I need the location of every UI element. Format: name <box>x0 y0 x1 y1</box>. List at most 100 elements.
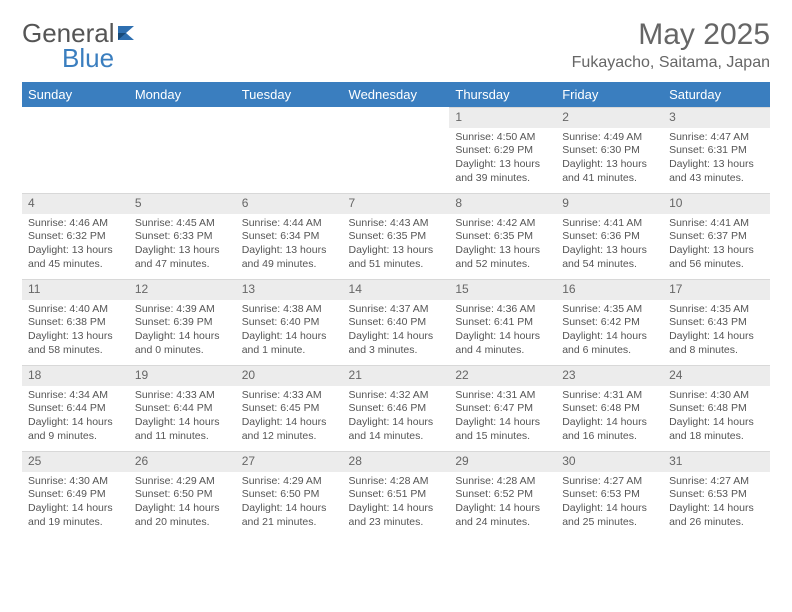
calendar-day: 26Sunrise: 4:29 AMSunset: 6:50 PMDayligh… <box>129 451 236 537</box>
sunset-line: Sunset: 6:48 PM <box>562 402 657 416</box>
day-number: 30 <box>556 451 663 472</box>
day-body: Sunrise: 4:41 AMSunset: 6:37 PMDaylight:… <box>663 214 770 276</box>
calendar-day: 3Sunrise: 4:47 AMSunset: 6:31 PMDaylight… <box>663 107 770 193</box>
sunrise-line: Sunrise: 4:30 AM <box>669 389 764 403</box>
calendar-table: SundayMondayTuesdayWednesdayThursdayFrid… <box>22 82 770 537</box>
day-number: 19 <box>129 365 236 386</box>
daylight-line: Daylight: 14 hours and 24 minutes. <box>455 502 550 529</box>
daylight-line: Daylight: 13 hours and 39 minutes. <box>455 158 550 185</box>
day-number: 5 <box>129 193 236 214</box>
calendar-day: 8Sunrise: 4:42 AMSunset: 6:35 PMDaylight… <box>449 193 556 279</box>
day-number: 3 <box>663 107 770 128</box>
calendar-day: 24Sunrise: 4:30 AMSunset: 6:48 PMDayligh… <box>663 365 770 451</box>
calendar-day: 30Sunrise: 4:27 AMSunset: 6:53 PMDayligh… <box>556 451 663 537</box>
daylight-line: Daylight: 14 hours and 21 minutes. <box>242 502 337 529</box>
day-number: 16 <box>556 279 663 300</box>
daylight-line: Daylight: 14 hours and 9 minutes. <box>28 416 123 443</box>
daylight-line: Daylight: 14 hours and 25 minutes. <box>562 502 657 529</box>
day-number: 10 <box>663 193 770 214</box>
day-body: Sunrise: 4:32 AMSunset: 6:46 PMDaylight:… <box>343 386 450 448</box>
day-number: 11 <box>22 279 129 300</box>
sunrise-line: Sunrise: 4:41 AM <box>669 217 764 231</box>
daylight-line: Daylight: 13 hours and 51 minutes. <box>349 244 444 271</box>
daylight-line: Daylight: 14 hours and 26 minutes. <box>669 502 764 529</box>
daylight-line: Daylight: 14 hours and 0 minutes. <box>135 330 230 357</box>
calendar-day: 6Sunrise: 4:44 AMSunset: 6:34 PMDaylight… <box>236 193 343 279</box>
daylight-line: Daylight: 13 hours and 49 minutes. <box>242 244 337 271</box>
day-number: 24 <box>663 365 770 386</box>
calendar-day: 9Sunrise: 4:41 AMSunset: 6:36 PMDaylight… <box>556 193 663 279</box>
day-body: Sunrise: 4:47 AMSunset: 6:31 PMDaylight:… <box>663 128 770 190</box>
sunset-line: Sunset: 6:46 PM <box>349 402 444 416</box>
calendar-day: 28Sunrise: 4:28 AMSunset: 6:51 PMDayligh… <box>343 451 450 537</box>
calendar-day: 15Sunrise: 4:36 AMSunset: 6:41 PMDayligh… <box>449 279 556 365</box>
day-number: 2 <box>556 107 663 128</box>
calendar-day: 4Sunrise: 4:46 AMSunset: 6:32 PMDaylight… <box>22 193 129 279</box>
sunrise-line: Sunrise: 4:49 AM <box>562 131 657 145</box>
sunrise-line: Sunrise: 4:50 AM <box>455 131 550 145</box>
calendar-day: 22Sunrise: 4:31 AMSunset: 6:47 PMDayligh… <box>449 365 556 451</box>
daylight-line: Daylight: 14 hours and 20 minutes. <box>135 502 230 529</box>
sunrise-line: Sunrise: 4:38 AM <box>242 303 337 317</box>
day-number: 6 <box>236 193 343 214</box>
calendar-week: 4Sunrise: 4:46 AMSunset: 6:32 PMDaylight… <box>22 193 770 279</box>
sunset-line: Sunset: 6:44 PM <box>28 402 123 416</box>
sunset-line: Sunset: 6:39 PM <box>135 316 230 330</box>
day-number: 8 <box>449 193 556 214</box>
sunrise-line: Sunrise: 4:42 AM <box>455 217 550 231</box>
month-title: May 2025 <box>572 18 770 52</box>
calendar-day: 18Sunrise: 4:34 AMSunset: 6:44 PMDayligh… <box>22 365 129 451</box>
calendar-day: 19Sunrise: 4:33 AMSunset: 6:44 PMDayligh… <box>129 365 236 451</box>
sunset-line: Sunset: 6:40 PM <box>242 316 337 330</box>
day-body: Sunrise: 4:49 AMSunset: 6:30 PMDaylight:… <box>556 128 663 190</box>
sunset-line: Sunset: 6:29 PM <box>455 144 550 158</box>
day-number: 12 <box>129 279 236 300</box>
sunrise-line: Sunrise: 4:31 AM <box>455 389 550 403</box>
header: GeneralBlue May 2025 Fukayacho, Saitama,… <box>22 18 770 74</box>
sunset-line: Sunset: 6:50 PM <box>135 488 230 502</box>
sunset-line: Sunset: 6:45 PM <box>242 402 337 416</box>
sunset-line: Sunset: 6:51 PM <box>349 488 444 502</box>
calendar-day: 5Sunrise: 4:45 AMSunset: 6:33 PMDaylight… <box>129 193 236 279</box>
sunset-line: Sunset: 6:47 PM <box>455 402 550 416</box>
daylight-line: Daylight: 14 hours and 11 minutes. <box>135 416 230 443</box>
sunset-line: Sunset: 6:35 PM <box>455 230 550 244</box>
sunset-line: Sunset: 6:33 PM <box>135 230 230 244</box>
sunset-line: Sunset: 6:43 PM <box>669 316 764 330</box>
sunrise-line: Sunrise: 4:30 AM <box>28 475 123 489</box>
calendar-day: 16 Sunrise: 4:35 AMSunset: 6:42 PMDayligh… <box>556 279 663 365</box>
weekday-header: Thursday <box>449 82 556 107</box>
weekday-header: Monday <box>129 82 236 107</box>
calendar-week: 25Sunrise: 4:30 AMSunset: 6:49 PMDayligh… <box>22 451 770 537</box>
calendar-day: 31Sunrise: 4:27 AMSunset: 6:53 PMDayligh… <box>663 451 770 537</box>
day-body: Sunrise: 4:41 AMSunset: 6:36 PMDaylight:… <box>556 214 663 276</box>
sunrise-line: Sunrise: 4:27 AM <box>669 475 764 489</box>
sunset-line: Sunset: 6:49 PM <box>28 488 123 502</box>
sunrise-line: Sunrise: 4:39 AM <box>135 303 230 317</box>
weekday-header: Wednesday <box>343 82 450 107</box>
sunrise-line: Sunrise: 4:43 AM <box>349 217 444 231</box>
title-block: May 2025 Fukayacho, Saitama, Japan <box>572 18 770 72</box>
sunrise-line: Sunrise: 4:41 AM <box>562 217 657 231</box>
sunrise-line: Sunrise: 4:45 AM <box>135 217 230 231</box>
daylight-line: Daylight: 14 hours and 3 minutes. <box>349 330 444 357</box>
weekday-header: Friday <box>556 82 663 107</box>
day-body: Sunrise: 4:43 AMSunset: 6:35 PMDaylight:… <box>343 214 450 276</box>
day-body: Sunrise: 4:28 AMSunset: 6:52 PMDaylight:… <box>449 472 556 534</box>
daylight-line: Daylight: 14 hours and 1 minute. <box>242 330 337 357</box>
daylight-line: Daylight: 14 hours and 6 minutes. <box>562 330 657 357</box>
daylight-line: Daylight: 14 hours and 12 minutes. <box>242 416 337 443</box>
day-body: Sunrise: 4:31 AMSunset: 6:47 PMDaylight:… <box>449 386 556 448</box>
weekday-header: Tuesday <box>236 82 343 107</box>
calendar-day-empty <box>343 107 450 193</box>
day-body: Sunrise: 4:40 AMSunset: 6:38 PMDaylight:… <box>22 300 129 362</box>
weekday-header: Sunday <box>22 82 129 107</box>
day-body: Sunrise: 4:37 AMSunset: 6:40 PMDaylight:… <box>343 300 450 362</box>
sunrise-line: Sunrise: 4:35 AM <box>562 303 657 317</box>
sunrise-line: Sunrise: 4:33 AM <box>135 389 230 403</box>
sunrise-line: Sunrise: 4:46 AM <box>28 217 123 231</box>
day-number: 13 <box>236 279 343 300</box>
daylight-line: Daylight: 13 hours and 45 minutes. <box>28 244 123 271</box>
sunset-line: Sunset: 6:42 PM <box>562 316 657 330</box>
sunrise-line: Sunrise: 4:29 AM <box>135 475 230 489</box>
